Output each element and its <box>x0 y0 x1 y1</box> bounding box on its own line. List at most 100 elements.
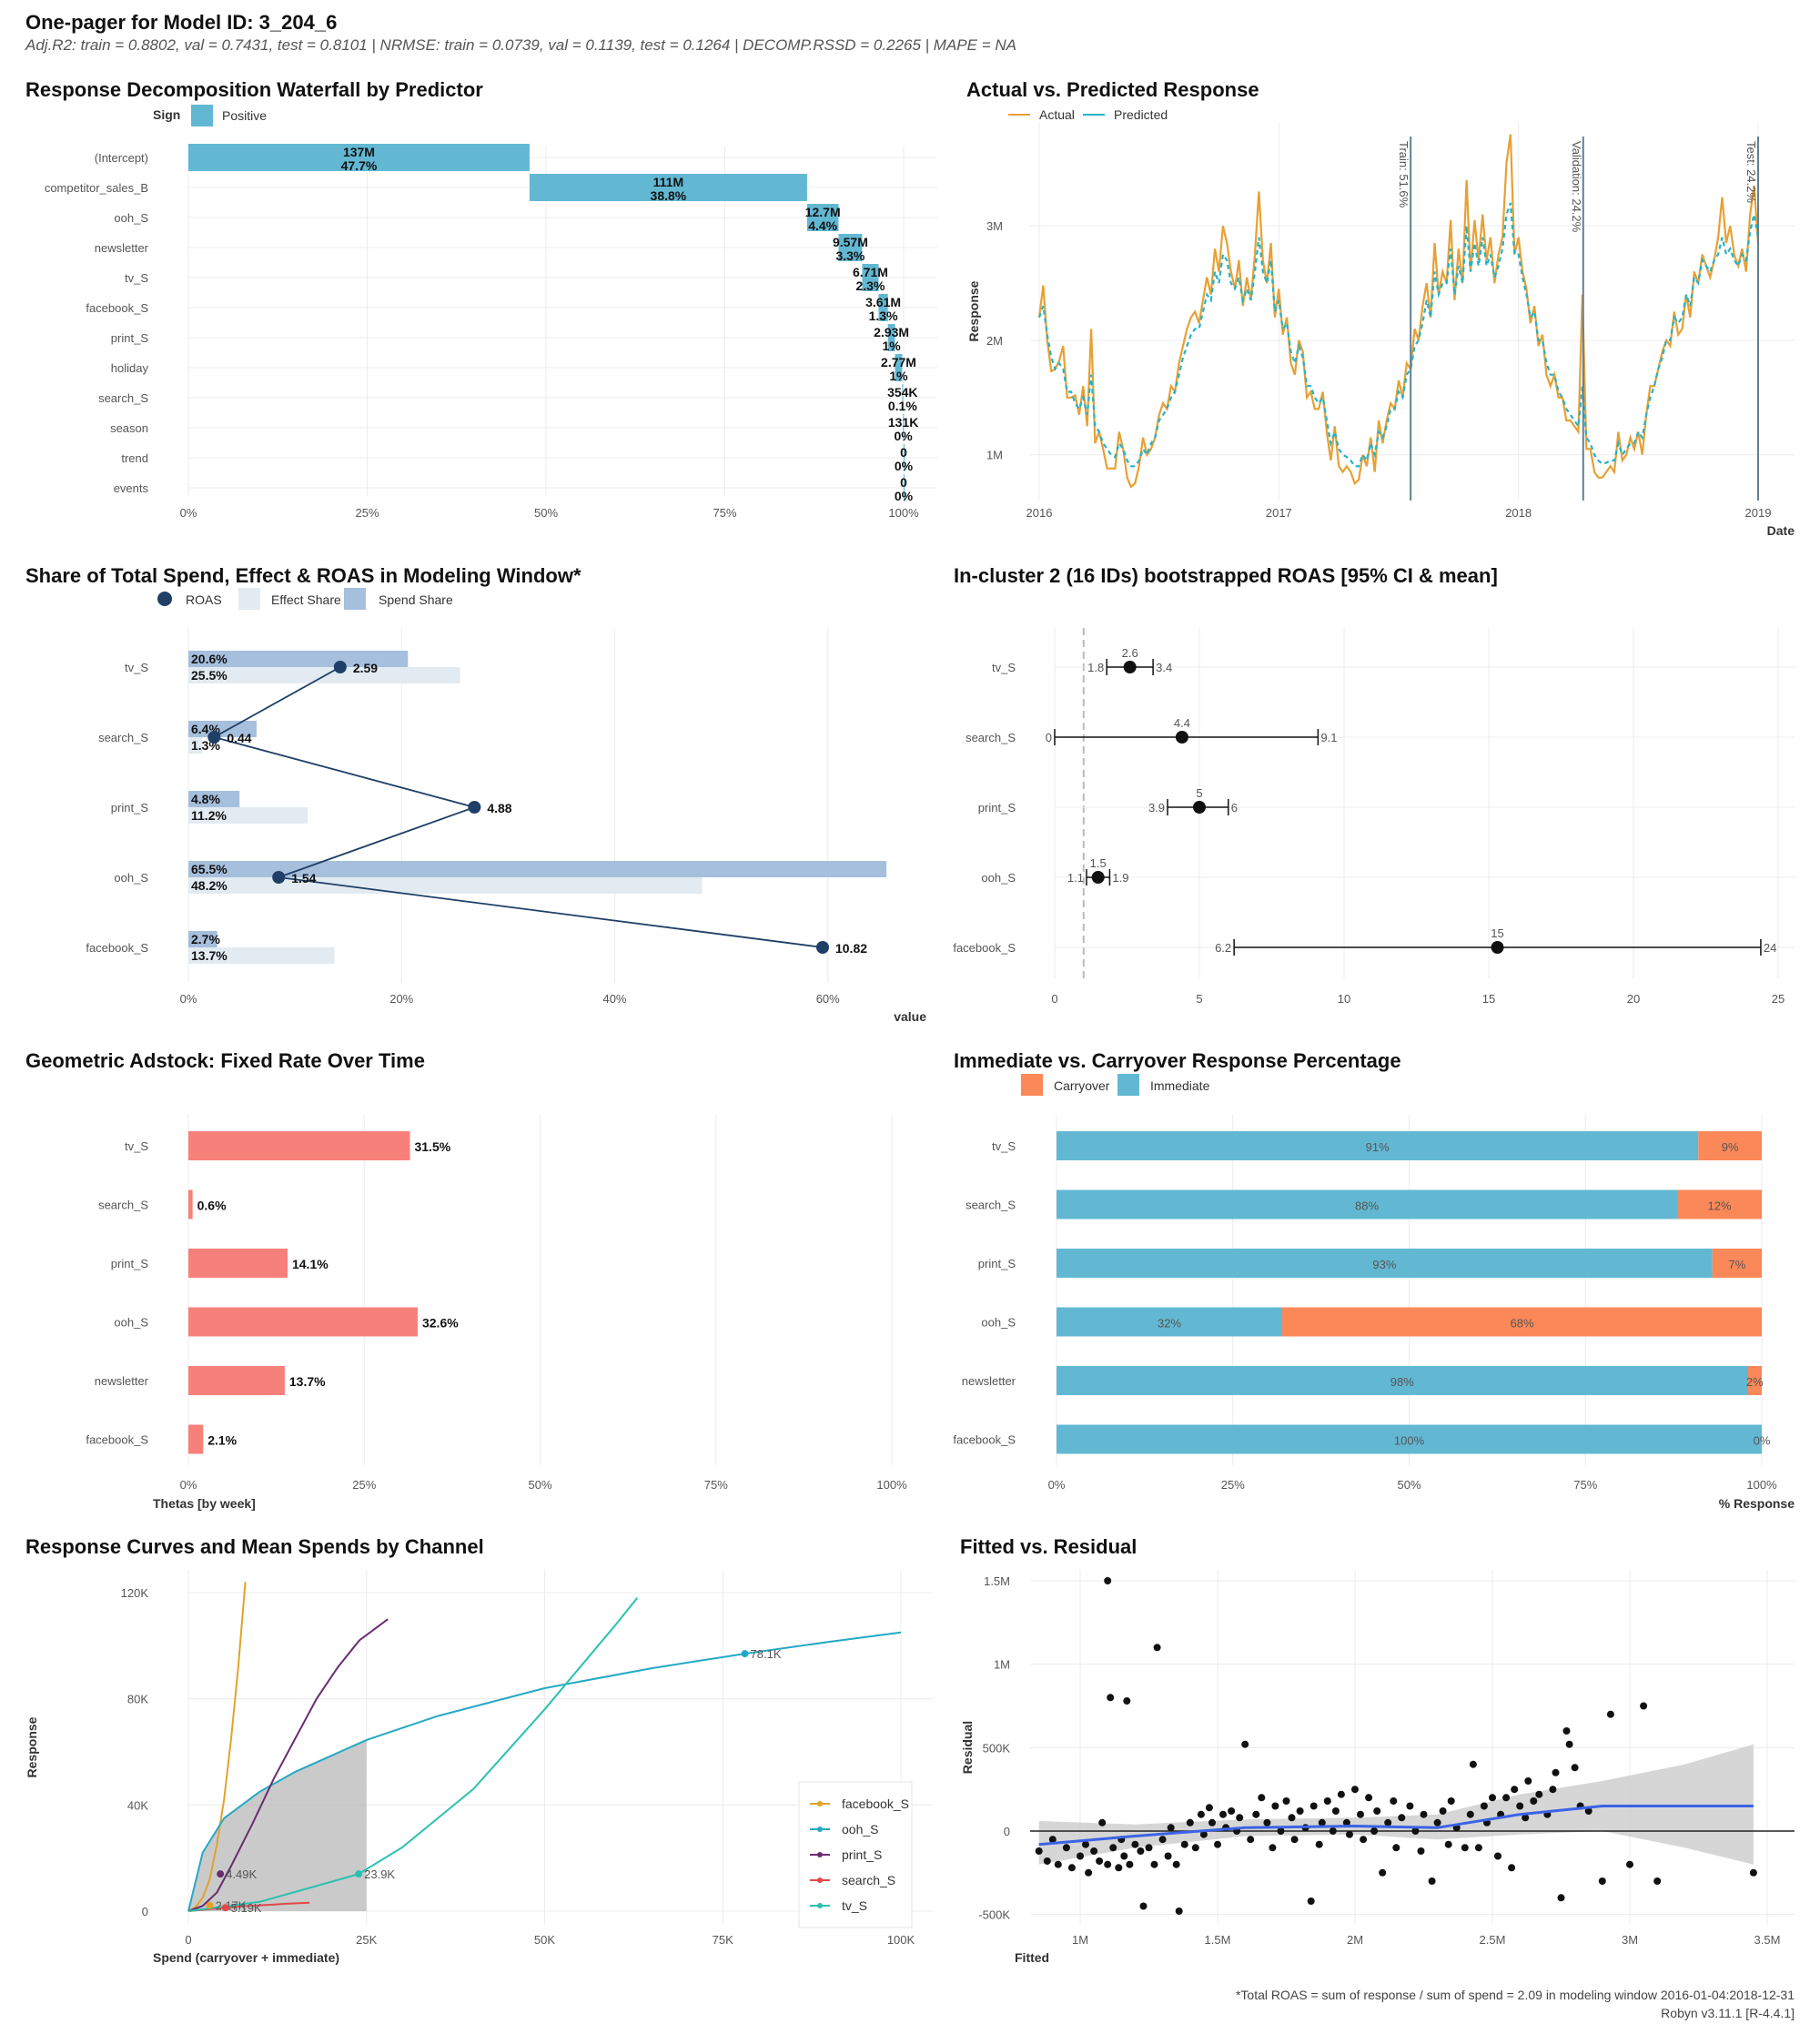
residual-smooth-line <box>1038 1805 1754 1847</box>
imm-carry-legend-immediate-label: Immediate <box>1150 1078 1210 1093</box>
curves-y-tick: 80K <box>127 1693 148 1706</box>
residual-point <box>1082 1840 1089 1848</box>
waterfall-title: Response Decomposition Waterfall by Pred… <box>25 78 483 101</box>
residual-point <box>1323 1797 1331 1805</box>
residual-point <box>1384 1818 1392 1827</box>
imm-carry-category-label: print_S <box>978 1257 1016 1270</box>
residual-point <box>1043 1857 1051 1865</box>
residual-point <box>1433 1818 1441 1827</box>
waterfall-bar <box>806 204 839 231</box>
residual-point <box>1062 1844 1070 1852</box>
residual-point <box>1337 1790 1345 1798</box>
curves-mean-label-tv_S: 23.9K <box>364 1867 395 1881</box>
adstock-bar <box>188 1189 193 1219</box>
share-roas-point <box>468 801 481 814</box>
residual-point <box>1098 1818 1107 1827</box>
residual-point <box>1205 1804 1213 1812</box>
avp-split-label: Validation: 24.2% <box>1570 141 1583 233</box>
curves-x-tick: 75K <box>713 1933 733 1947</box>
residual-point <box>1360 1836 1368 1844</box>
bootstrap-mean-point <box>1193 801 1206 814</box>
residual-point <box>1096 1857 1104 1865</box>
residual-point <box>1444 1840 1452 1848</box>
waterfall-bar <box>862 264 879 291</box>
residual-x-tick: 3.5M <box>1754 1933 1781 1947</box>
imm-carry-immediate-label: 91% <box>1366 1140 1390 1154</box>
imm-carry-carryover-label: 2% <box>1746 1375 1764 1389</box>
share-legend-effect-label: Effect Share <box>271 592 341 607</box>
waterfall-bar <box>904 444 905 471</box>
bootstrap-high-label: 9.1 <box>1320 731 1337 744</box>
residual-point <box>1469 1760 1477 1768</box>
waterfall-value-label: 12.7M <box>805 205 841 219</box>
residual-point <box>1474 1844 1482 1852</box>
residual-point <box>1269 1844 1277 1852</box>
curves-mean-point-tv_S <box>355 1870 363 1878</box>
waterfall-bar <box>529 174 807 201</box>
residual-point <box>1480 1802 1488 1810</box>
imm-carry-immediate-bar <box>1057 1424 1762 1454</box>
residual-point <box>1228 1807 1236 1815</box>
share-category-label: facebook_S <box>86 941 148 955</box>
residual-point <box>1749 1868 1757 1877</box>
residual-point <box>1511 1786 1519 1794</box>
residual-point <box>1318 1818 1326 1827</box>
residual-x-axis-label: Fitted <box>1015 1950 1049 1965</box>
curves-x-tick: 100K <box>887 1933 915 1947</box>
residual-point <box>1236 1814 1244 1822</box>
residual-y-tick: 1.5M <box>984 1574 1010 1588</box>
share-roas-label: 10.82 <box>835 941 867 956</box>
residual-point <box>1048 1836 1057 1844</box>
avp-predicted-line <box>1037 202 1760 468</box>
waterfall-pct-label: 0% <box>895 489 914 503</box>
residual-point <box>1104 1577 1112 1584</box>
residual-point <box>1150 1860 1158 1868</box>
adstock-value-label: 0.6% <box>197 1199 227 1213</box>
curves-legend-dot <box>817 1827 823 1832</box>
waterfall-value-label: 0 <box>900 445 907 460</box>
bootstrap-mean-label: 15 <box>1491 926 1503 940</box>
curves-legend-label: print_S <box>842 1847 882 1862</box>
adstock-value-label: 2.1% <box>207 1433 237 1448</box>
share-title: Share of Total Spend, Effect & ROAS in M… <box>25 564 581 587</box>
residual-point <box>1626 1860 1633 1868</box>
bootstrap-low-label: 1.1 <box>1067 871 1084 885</box>
adstock-category-label: facebook_S <box>86 1433 148 1447</box>
waterfall-pct-label: 3.3% <box>835 248 864 263</box>
bootstrap-x-tick: 5 <box>1196 992 1202 1006</box>
imm-carry-category-label: tv_S <box>992 1139 1016 1153</box>
waterfall-value-label: 2.93M <box>874 325 909 339</box>
waterfall-value-label: 137M <box>343 145 375 159</box>
share-effect-bar <box>188 877 703 894</box>
curves-x-tick: 25K <box>356 1933 377 1947</box>
waterfall-pct-label: 0% <box>895 459 914 473</box>
share-legend-effect-swatch <box>238 588 260 610</box>
bootstrap-mean-point <box>1175 731 1188 744</box>
imm-carry-category-label: ooh_S <box>981 1316 1016 1330</box>
residual-point <box>1428 1877 1436 1885</box>
residual-point <box>1390 1797 1398 1805</box>
imm-carry-legend-immediate-swatch <box>1117 1074 1139 1096</box>
avp-title: Actual vs. Predicted Response <box>966 78 1259 101</box>
imm-carry-x-axis-label: % Response <box>1719 1496 1795 1511</box>
residual-point <box>1502 1794 1511 1802</box>
waterfall-x-tick: 50% <box>534 506 558 520</box>
imm-carry-immediate-bar <box>1057 1131 1699 1160</box>
residual-x-tick: 2M <box>1347 1933 1363 1947</box>
bootstrap-low-label: 1.8 <box>1087 661 1104 674</box>
bootstrap-title: In-cluster 2 (16 IDs) bootstrapped ROAS … <box>954 564 1498 587</box>
adstock-x-tick: 25% <box>352 1478 376 1492</box>
adstock-title: Geometric Adstock: Fixed Rate Over Time <box>25 1049 425 1072</box>
bootstrap-mean-label: 4.4 <box>1174 716 1190 730</box>
residual-x-tick: 1M <box>1072 1933 1088 1947</box>
residual-point <box>1552 1768 1560 1776</box>
residual-y-tick: 500K <box>983 1741 1011 1755</box>
waterfall-bar <box>904 474 905 501</box>
share-category-label: print_S <box>111 801 149 815</box>
residual-point <box>1258 1794 1266 1802</box>
curves-mean-point-facebook_S <box>206 1901 214 1909</box>
curves-x-axis-label: Spend (carryover + immediate) <box>153 1950 339 1965</box>
imm-carry-carryover-bar <box>1677 1189 1762 1219</box>
share-category-label: tv_S <box>125 661 148 674</box>
